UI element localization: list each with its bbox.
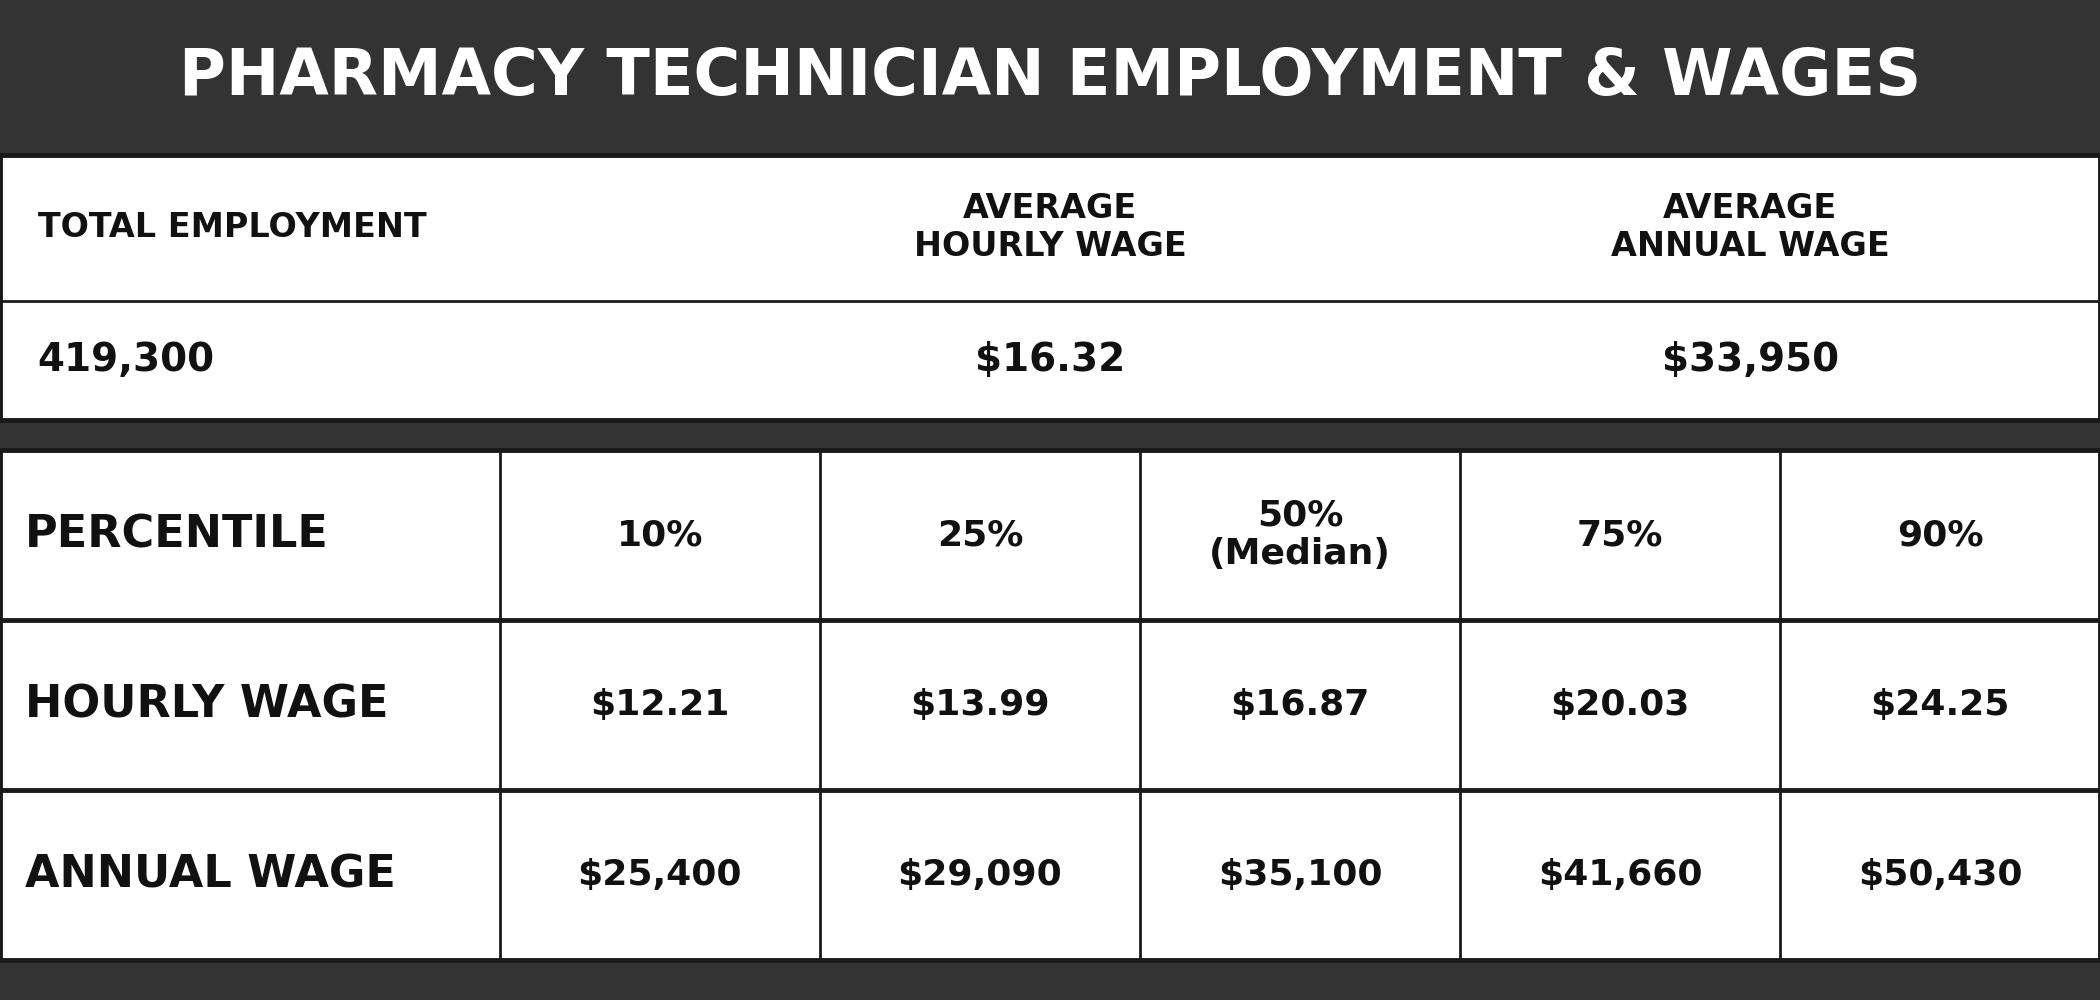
Text: ANNUAL WAGE: ANNUAL WAGE xyxy=(25,853,397,896)
Text: $24.25: $24.25 xyxy=(1871,688,2010,722)
Text: $29,090: $29,090 xyxy=(897,858,1063,892)
Text: $12.21: $12.21 xyxy=(590,688,729,722)
Bar xyxy=(0,450,2100,960)
Bar xyxy=(0,450,2100,960)
Text: 10%: 10% xyxy=(617,518,704,552)
Bar xyxy=(0,960,2100,1000)
Text: $13.99: $13.99 xyxy=(909,688,1050,722)
Bar xyxy=(0,155,2100,420)
Text: PERCENTILE: PERCENTILE xyxy=(25,514,330,556)
Text: $33,950: $33,950 xyxy=(1661,341,1840,379)
Text: 90%: 90% xyxy=(1896,518,1982,552)
Text: $50,430: $50,430 xyxy=(1858,858,2022,892)
Bar xyxy=(0,0,2100,155)
Text: $20.03: $20.03 xyxy=(1550,688,1690,722)
Text: AVERAGE
ANNUAL WAGE: AVERAGE ANNUAL WAGE xyxy=(1611,192,1890,263)
Text: 25%: 25% xyxy=(937,518,1023,552)
Text: AVERAGE
HOURLY WAGE: AVERAGE HOURLY WAGE xyxy=(914,192,1186,263)
Text: TOTAL EMPLOYMENT: TOTAL EMPLOYMENT xyxy=(38,211,426,244)
Text: HOURLY WAGE: HOURLY WAGE xyxy=(25,684,388,726)
Bar xyxy=(0,155,2100,420)
Text: $16.32: $16.32 xyxy=(974,341,1126,379)
Text: 419,300: 419,300 xyxy=(38,341,214,379)
Text: 75%: 75% xyxy=(1577,518,1663,552)
Text: $16.87: $16.87 xyxy=(1231,688,1369,722)
Text: $35,100: $35,100 xyxy=(1218,858,1382,892)
Text: $25,400: $25,400 xyxy=(578,858,741,892)
Bar xyxy=(0,420,2100,450)
Text: PHARMACY TECHNICIAN EMPLOYMENT & WAGES: PHARMACY TECHNICIAN EMPLOYMENT & WAGES xyxy=(178,46,1922,108)
Text: 50%
(Median): 50% (Median) xyxy=(1210,499,1390,571)
Text: $41,660: $41,660 xyxy=(1537,858,1703,892)
